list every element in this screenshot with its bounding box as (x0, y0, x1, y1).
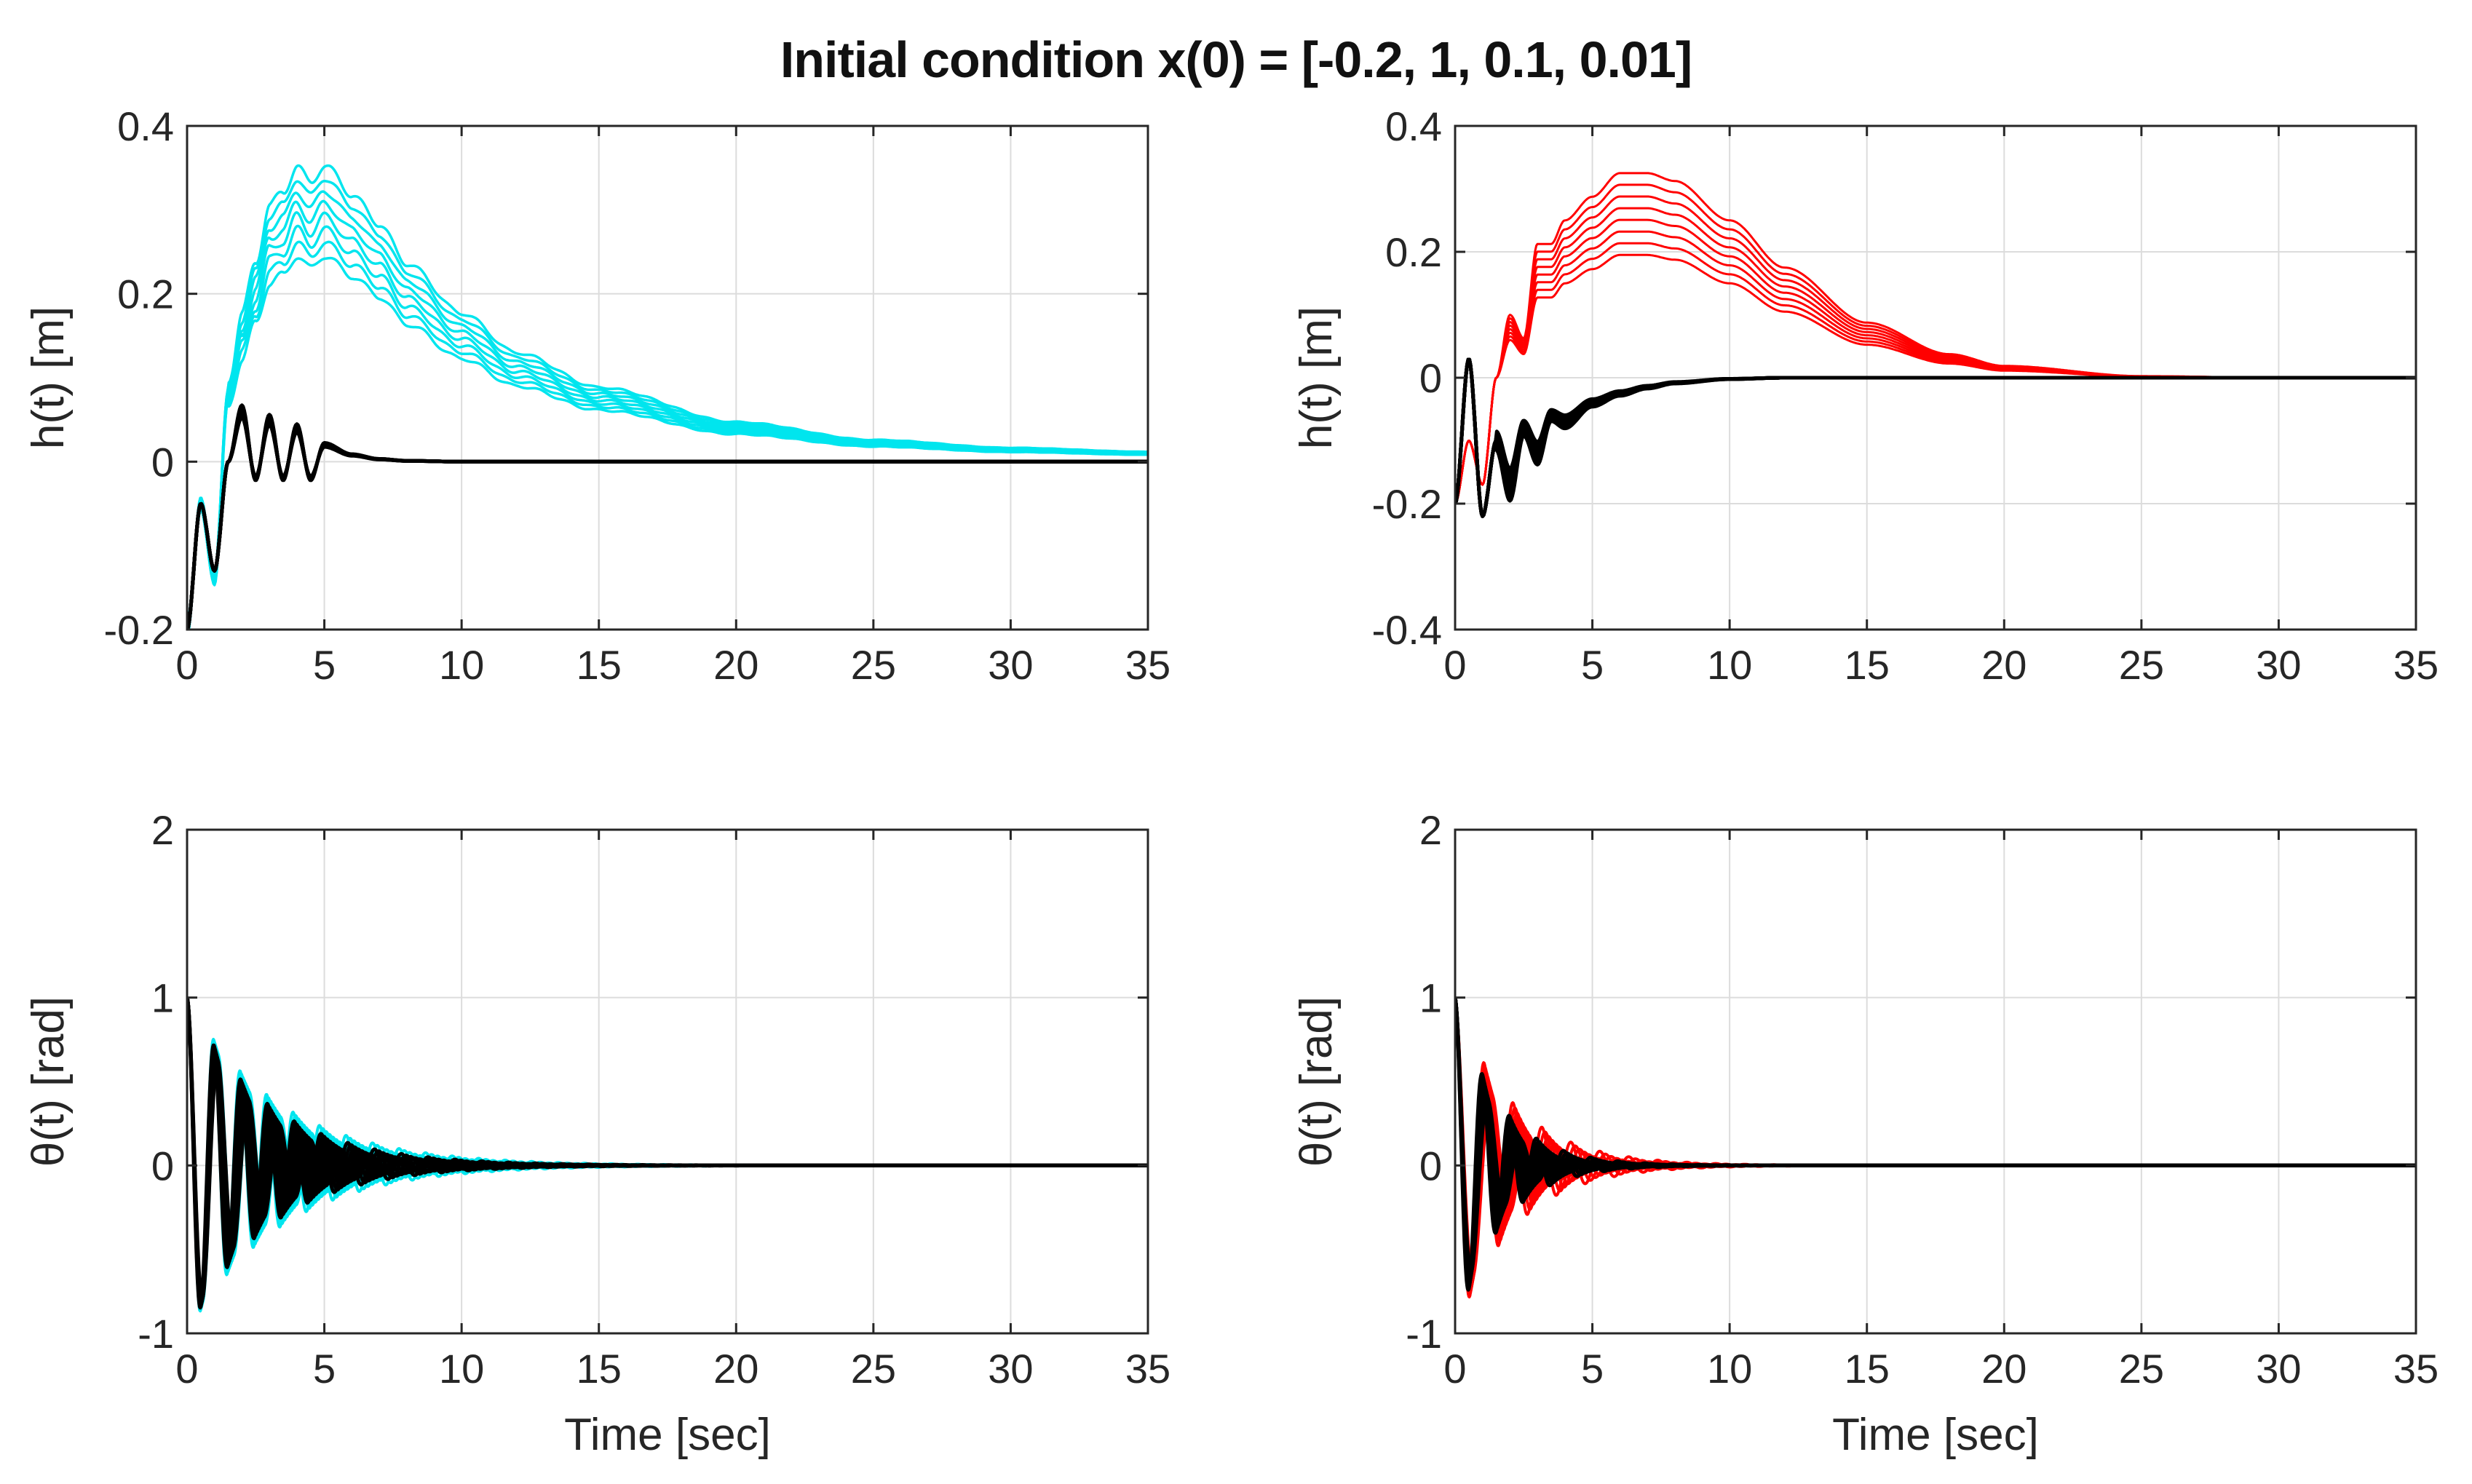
x-axis-label: Time [sec] (564, 1410, 771, 1460)
x-tick-label: 0 (175, 642, 198, 688)
x-tick-label: 5 (1581, 1346, 1604, 1392)
x-tick-label: 25 (851, 1346, 896, 1392)
y-tick-label: -0.4 (1372, 607, 1443, 653)
y-tick-label: 0.4 (117, 103, 174, 149)
y-tick-label: 0.4 (1385, 103, 1442, 149)
y-tick-label: 0.2 (1385, 229, 1442, 275)
subplot-top-right: 0 5 10 15 20 25 30 35 -0.4 -0.2 0 0.2 0.4 h(t) [m] (1291, 103, 2439, 688)
x-tick-label: 35 (2393, 642, 2439, 688)
plot-area (187, 830, 1148, 1333)
x-tick-label: 20 (1981, 1346, 2027, 1392)
plot-area (1455, 830, 2416, 1333)
x-tick-label: 25 (2119, 1346, 2164, 1392)
x-tick-label: 0 (175, 1346, 198, 1392)
series-group (1455, 997, 2416, 1298)
x-tick-label: 25 (851, 642, 896, 688)
y-tick-label: 0 (151, 1143, 174, 1189)
y-tick-label: 1 (1419, 975, 1442, 1021)
axes-box (186, 124, 1149, 631)
y-tick-label: -0.2 (1372, 481, 1443, 527)
series-line-black (1455, 357, 2416, 518)
series-line-black (1455, 997, 2416, 1273)
y-tick-label: 2 (151, 807, 174, 853)
subplot-top-left: 0 5 10 15 20 25 30 35-0.200.20.4h(t) [m] (23, 103, 1170, 688)
y-tick-label: 2 (1419, 807, 1442, 853)
y-axis-label: θ(t) [rad] (23, 996, 74, 1167)
y-axis-label: h(t) [m] (23, 306, 74, 449)
x-tick-label: 10 (1707, 1346, 1752, 1392)
x-tick-label: 25 (2119, 642, 2164, 688)
plot-area (187, 126, 1148, 630)
x-tick-label: 15 (577, 642, 622, 688)
y-axis-label: θ(t) [rad] (1291, 996, 1342, 1167)
series-line-cyan (187, 164, 1148, 626)
x-tick-label: 15 (1845, 642, 1890, 688)
x-tick-label: 10 (439, 642, 484, 688)
axes-box (186, 828, 1149, 1335)
y-tick-label: -1 (138, 1311, 174, 1357)
x-tick-label: 5 (1581, 642, 1604, 688)
y-tick-label: 0 (151, 439, 174, 485)
series-line-black (187, 997, 1148, 1301)
y-tick-label: -0.2 (104, 607, 175, 653)
x-tick-label: 5 (313, 1346, 336, 1392)
x-axis-label: Time [sec] (1832, 1410, 2039, 1460)
x-tick-label: 35 (1125, 642, 1170, 688)
series-group (187, 164, 1148, 630)
y-tick-label: 0.2 (117, 271, 174, 317)
x-tick-label: 15 (577, 1346, 622, 1392)
x-tick-label: 20 (1981, 642, 2027, 688)
x-tick-label: 30 (2256, 1346, 2301, 1392)
x-tick-label: 10 (1707, 642, 1752, 688)
x-tick-label: 30 (988, 1346, 1033, 1392)
y-tick-label: -1 (1406, 1311, 1442, 1357)
x-tick-label: 35 (2393, 1346, 2439, 1392)
x-tick-label: 0 (1443, 1346, 1466, 1392)
x-tick-label: 30 (2256, 642, 2301, 688)
x-tick-label: 10 (439, 1346, 484, 1392)
figure-title: Initial condition x(0) = [-0.2, 1, 0.1, … (780, 31, 1692, 88)
x-tick-label: 5 (313, 642, 336, 688)
axes-box (1454, 828, 2417, 1335)
series-line-black (187, 403, 1148, 630)
y-tick-label: 1 (151, 975, 174, 1021)
series-group (1455, 172, 2416, 518)
y-tick-label: 0 (1419, 1143, 1442, 1189)
x-tick-label: 20 (713, 1346, 758, 1392)
x-tick-label: 15 (1845, 1346, 1890, 1392)
x-tick-label: 0 (1443, 642, 1466, 688)
series-group (187, 997, 1148, 1313)
y-axis-label: h(t) [m] (1291, 306, 1342, 449)
y-tick-label: 0 (1419, 355, 1442, 401)
x-tick-label: 35 (1125, 1346, 1170, 1392)
x-tick-label: 30 (988, 642, 1033, 688)
x-tick-label: 20 (713, 642, 758, 688)
